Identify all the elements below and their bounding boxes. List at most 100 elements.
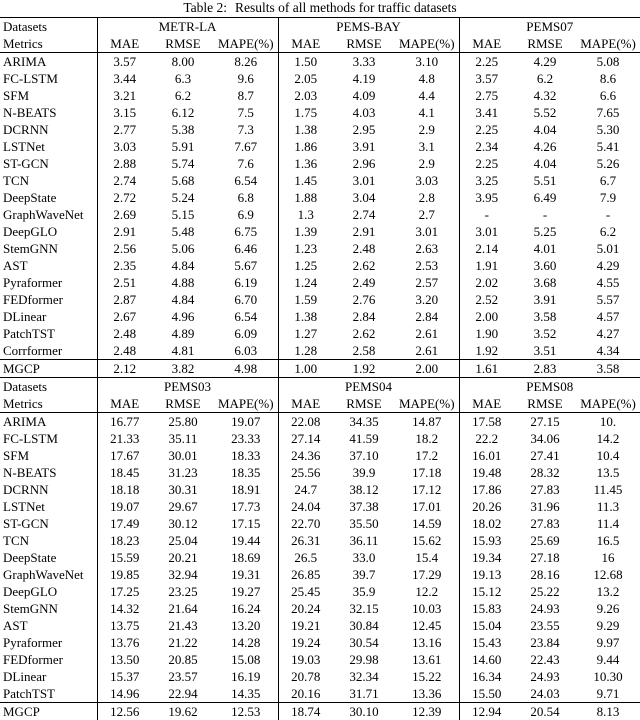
metric-value: 22.2 [458,430,514,447]
metric-value: - [605,206,611,222]
metric-value: 10.30 [593,668,623,684]
metric-value: 24.93 [530,600,560,616]
method-name: SFM [3,87,30,103]
method-name: DCRNN [3,481,49,497]
metric-value: 17.49 [96,515,152,532]
table-row: Corrformer 2.48 4.81 6.03 1.28 2.58 2.61 1.92 3.… [0,342,640,360]
metric-value: 2.48 [96,325,152,342]
metric-value: 31.71 [349,685,379,701]
metric-value: 4.27 [596,325,620,341]
metric-value: 12.94 [458,702,514,720]
metric-value: 2.75 [458,87,515,104]
metric-value: 4.09 [352,87,376,103]
table-row: StemGNN 2.56 5.06 6.46 1.23 2.48 2.63 2.14 4.01 5… [0,240,640,257]
metric-value: 5.24 [171,189,195,205]
method-name: N-BEATS [3,104,57,120]
metric-value: 4.32 [533,87,557,103]
metric-value: 6.12 [171,104,195,120]
metric-value: 14.96 [96,685,152,703]
metric-value: 19.07 [231,413,261,429]
metric-value: 19.13 [458,566,514,583]
metric-value: 2.8 [418,189,435,205]
metric-value: 2.14 [458,240,515,257]
metric-value: 39.7 [352,566,376,582]
table-row: DLinear 2.67 4.96 6.54 1.38 2.84 2.84 2.00 3.58 4… [0,308,640,325]
metric-name: MAPE(%) [576,395,640,413]
metric-value: 11.3 [596,498,620,514]
metric-value: 6.09 [234,325,258,341]
metric-value: 17.58 [458,412,514,430]
metric-value: 18.33 [231,447,261,463]
table-row: DCRNN 18.18 30.31 18.91 24.7 38.12 17.12 17.86 2… [0,481,640,498]
metric-value: 6.6 [599,87,617,103]
table-row: DeepState 2.72 5.24 6.8 1.88 3.04 2.8 3.95 6.49 7… [0,189,640,206]
metric-value: 18.23 [96,532,152,549]
metric-value: 3.03 [96,138,152,155]
metric-value: 2.61 [415,325,439,341]
metric-value: 5.41 [596,138,620,154]
metric-value: 6.3 [174,70,192,86]
metric-value: 11.4 [596,515,620,531]
results-table-section-1: Datasets METR-LA PEMS-BAY PEMS07 Metrics MAE R… [0,17,640,377]
metric-value: 26.5 [277,549,333,566]
metric-value: 2.35 [96,257,152,274]
metric-value: 16.5 [596,532,620,548]
metric-value: 36.11 [349,532,379,548]
table-row: ARIMA 16.77 25.80 19.07 22.08 34.35 14.87 17.58… [0,412,640,430]
metric-value: 18.2 [415,430,439,446]
metric-value: 27.83 [530,481,560,497]
metric-value: 2.03 [277,87,334,104]
metric-value: 19.27 [231,583,261,599]
metric-value: 2.61 [415,342,439,358]
metric-value: 12.2 [415,583,439,599]
metric-value: 21.33 [96,430,152,447]
metric-value: 2.9 [418,155,435,171]
metric-value: 2.57 [415,274,439,290]
results-table-section-2: Datasets PEMS03 PEMS04 PEMS08 Metrics MAE RMSE… [0,377,640,720]
method-name: FC-LSTM [3,430,58,446]
metric-name: MAE [96,395,152,413]
metric-value: 8.13 [576,702,640,720]
table-row: TCN 18.23 25.04 19.44 26.31 36.11 15.62 15.93 25… [0,532,640,549]
method-name: LSTNet [3,498,45,514]
metric-value: 6.2 [599,223,617,239]
metric-value: 23.57 [168,668,198,684]
metric-value: 3.57 [96,52,152,70]
metric-value: 21.22 [168,634,198,650]
metric-name: RMSE [514,395,576,413]
metric-name: RMSE [514,35,577,53]
metric-value: 20.54 [514,702,576,720]
metric-value: 14.28 [231,634,261,650]
metric-value: 4.4 [418,87,435,103]
method-name: DLinear [3,308,47,324]
metric-value: 3.57 [458,70,515,87]
metric-value: 4.81 [171,342,195,358]
table-row: Pyraformer 13.76 21.22 14.28 19.24 30.54 13.16… [0,634,640,651]
method-name: DCRNN [3,121,49,137]
metric-value: 6.8 [237,189,254,205]
metric-value: 5.30 [596,121,620,137]
metric-value: 13.5 [596,464,620,480]
table-row: AST 13.75 21.43 13.20 19.21 30.84 12.45 15.04 23… [0,617,640,634]
metric-value: 1.75 [277,104,334,121]
metric-value: 6.03 [234,342,258,358]
metric-value: 17.73 [231,498,261,514]
metric-value: 15.83 [458,600,514,617]
metric-value: 14.60 [458,651,514,668]
metric-value: 20.24 [277,600,333,617]
metric-value: 1.92 [333,359,396,377]
metrics-label: Metrics [0,395,97,413]
metrics-header-row: Metrics MAE RMSE MAPE(%) MAE RMSE MAPE(%) MAE RM… [0,35,640,53]
metric-value: 2.58 [352,342,376,358]
metric-value: 9.44 [596,651,620,667]
metric-value: 24.04 [277,498,333,515]
metric-value: 18.18 [96,481,152,498]
metric-value: 10. [599,413,617,429]
metric-value: 24.03 [530,685,560,701]
metric-value: 19.34 [458,549,514,566]
metric-name: MAPE(%) [395,35,460,53]
metric-value: 28.32 [530,464,560,480]
metric-value: 1.24 [277,274,334,291]
metric-value: 8.7 [237,87,254,103]
metric-value: 13.16 [412,634,442,650]
